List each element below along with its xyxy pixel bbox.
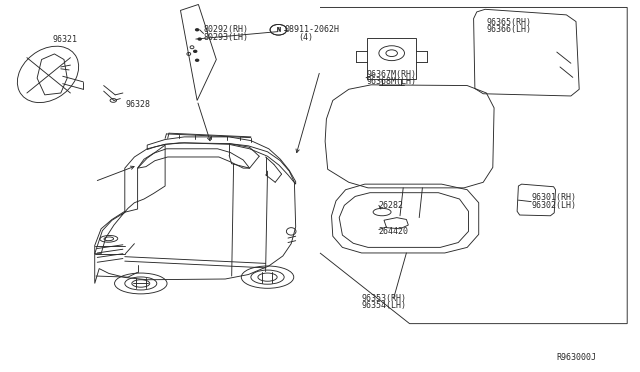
Text: 96302(LH): 96302(LH) [531,201,576,210]
Text: 96353(RH): 96353(RH) [362,294,406,303]
Text: 96321: 96321 [52,35,77,44]
Text: 26282: 26282 [379,201,404,210]
Text: 08911-2062H: 08911-2062H [284,25,339,34]
Text: 96367M(RH): 96367M(RH) [366,70,416,79]
Text: 96354(LH): 96354(LH) [362,301,406,310]
Text: N: N [276,27,280,32]
Text: 80292(RH): 80292(RH) [204,25,248,34]
Text: 80293(LH): 80293(LH) [204,33,248,42]
Text: 264420: 264420 [379,227,409,236]
Text: N: N [276,27,280,33]
Ellipse shape [197,38,202,41]
Ellipse shape [195,59,200,62]
Text: R963000J: R963000J [557,353,596,362]
Text: 96365(RH): 96365(RH) [486,18,531,27]
Ellipse shape [195,28,200,32]
Ellipse shape [193,50,197,53]
Text: 96301(RH): 96301(RH) [531,193,576,202]
Text: 96366(LH): 96366(LH) [486,25,531,34]
Text: (4): (4) [298,33,313,42]
Text: 96368M(LH): 96368M(LH) [366,77,416,86]
Text: 96328: 96328 [125,100,150,109]
